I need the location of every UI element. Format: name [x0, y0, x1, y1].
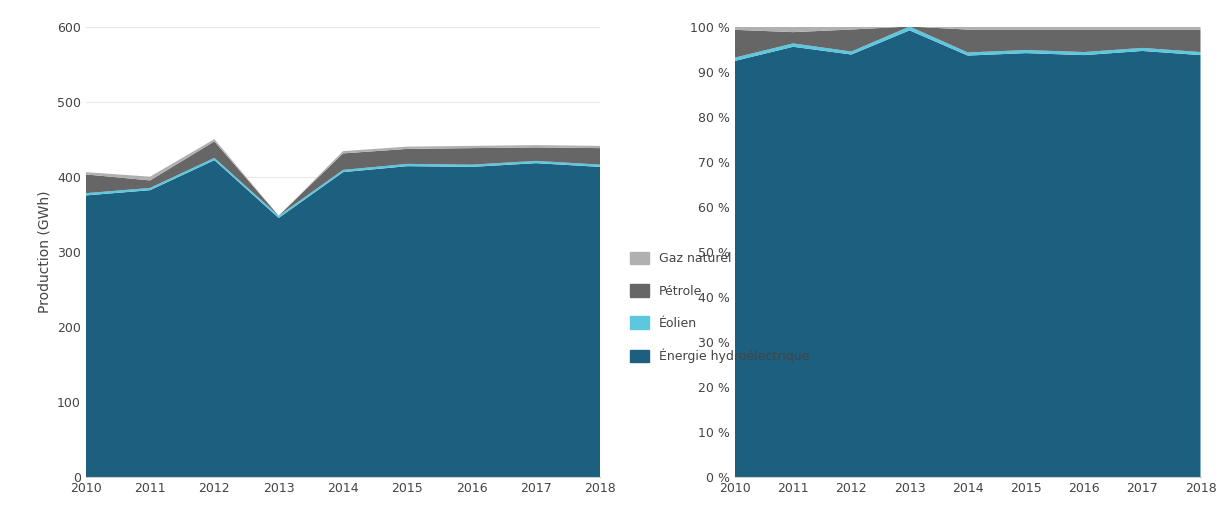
Legend: Gaz naturel, Pétrole, Éolien, Énergie hydroélectrique: Gaz naturel, Pétrole, Éolien, Énergie hy…: [625, 246, 815, 368]
Y-axis label: Production (GWh): Production (GWh): [37, 190, 51, 313]
